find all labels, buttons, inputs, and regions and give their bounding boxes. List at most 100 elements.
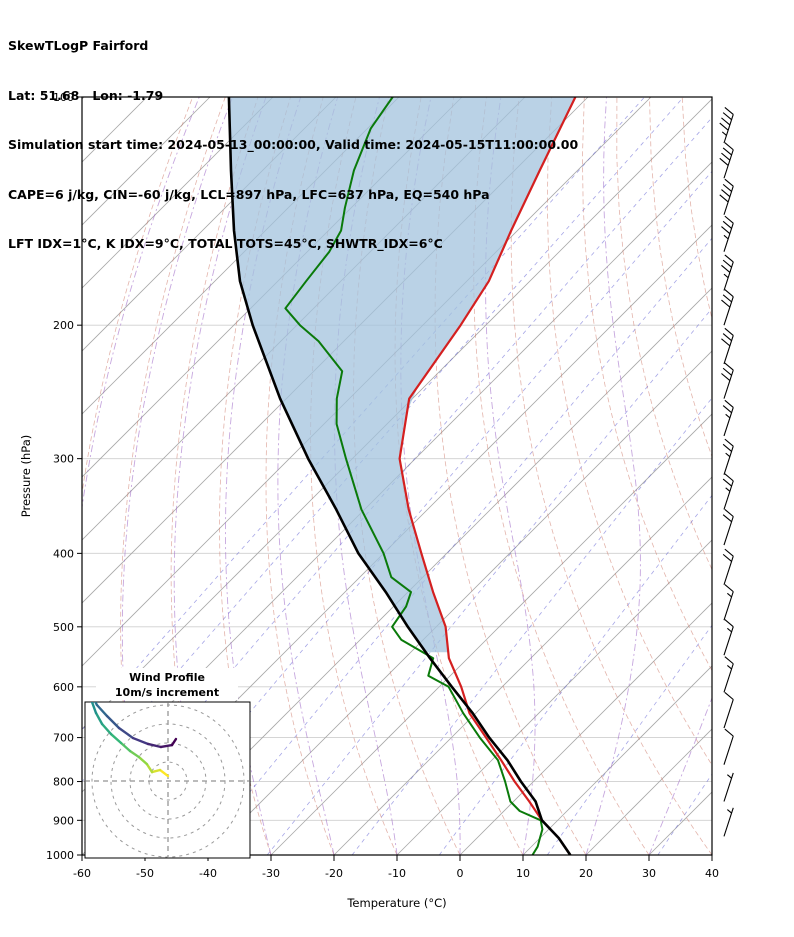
isotherm-line bbox=[711, 854, 712, 855]
dry-adiabat-line bbox=[120, 97, 226, 855]
hodograph-content bbox=[85, 702, 250, 858]
hodograph-trace-segment bbox=[119, 741, 132, 753]
isotherm-line bbox=[522, 665, 712, 855]
hodograph-ring bbox=[129, 742, 207, 820]
hodograph-trace-segment bbox=[159, 743, 174, 749]
moist-adiabat-line bbox=[121, 97, 233, 855]
wind-barb bbox=[722, 548, 734, 585]
wind-barb bbox=[723, 619, 734, 656]
plot-header: SkewTLogP Fairford Lat: 51.68 Lon: -1.79… bbox=[8, 5, 578, 286]
isotherm-line bbox=[396, 539, 712, 855]
wind-barb bbox=[723, 807, 734, 837]
hodograph-trace-segment bbox=[128, 749, 141, 759]
wind-barb bbox=[722, 438, 734, 475]
hodograph-trace-segment bbox=[131, 736, 150, 746]
wind-barb bbox=[721, 215, 734, 252]
wind-barb bbox=[721, 289, 734, 326]
parcel-curve bbox=[227, 97, 572, 855]
y-tick-label: 700 bbox=[53, 732, 74, 745]
plot-indices-lft: LFT IDX=1°C, K IDX=9°C, TOTAL TOTS=45°C,… bbox=[8, 236, 443, 251]
wind-barb bbox=[719, 178, 734, 215]
wind-barb bbox=[721, 327, 734, 365]
wind-barb bbox=[723, 692, 734, 729]
mixing-ratio-line bbox=[266, 307, 712, 855]
isotherm-line bbox=[144, 287, 712, 855]
hodograph-ring bbox=[110, 723, 226, 839]
y-tick-label: 600 bbox=[53, 681, 74, 694]
x-tick-label: -40 bbox=[199, 867, 217, 880]
dry-adiabat-line bbox=[649, 97, 712, 458]
wind-barb bbox=[723, 728, 734, 765]
hodograph-trace-segment bbox=[145, 762, 154, 774]
isotherm-line bbox=[82, 97, 211, 226]
mixing-ratio-line bbox=[197, 237, 712, 855]
wind-barb bbox=[719, 106, 734, 144]
mixing-ratio-line bbox=[546, 624, 712, 855]
mixing-ratio-line bbox=[438, 494, 712, 855]
y-tick-label: 800 bbox=[53, 776, 74, 789]
hodograph-trace-segment bbox=[109, 732, 123, 745]
cape-shading bbox=[228, 97, 576, 653]
x-tick-label: 40 bbox=[705, 867, 719, 880]
x-axis-title: Temperature (°C) bbox=[346, 896, 446, 910]
y-tick-label: 300 bbox=[53, 453, 74, 466]
isotherm-line bbox=[459, 602, 712, 855]
isotherm-line bbox=[333, 476, 712, 855]
hodograph-trace-segment bbox=[170, 737, 178, 747]
dry-adiabat-line bbox=[546, 97, 712, 766]
moist-adiabat-line bbox=[485, 97, 536, 855]
dry-adiabat-line bbox=[82, 97, 194, 855]
y-tick-label: 100 bbox=[53, 91, 74, 104]
hodograph-inset bbox=[84, 701, 251, 859]
hodograph-trace-segment bbox=[117, 726, 135, 740]
hodograph-ring bbox=[148, 761, 188, 801]
y-tick-label: 200 bbox=[53, 319, 74, 332]
isotherm-line bbox=[82, 97, 337, 352]
plot-title: SkewTLogP Fairford bbox=[8, 38, 149, 53]
wind-barb bbox=[721, 362, 734, 399]
wind-barb bbox=[722, 399, 734, 437]
hodograph-trace-segment bbox=[105, 714, 121, 730]
hodograph-trace-segment bbox=[100, 722, 113, 736]
isotherm-line bbox=[648, 791, 712, 855]
hodograph-trace-segment bbox=[94, 711, 104, 726]
y-axis-title: Pressure (hPa) bbox=[19, 435, 33, 518]
moist-adiabat-line bbox=[173, 97, 267, 855]
mixing-ratio-line bbox=[351, 397, 712, 855]
hodograph-trace-segment bbox=[93, 702, 99, 707]
dry-adiabat-line bbox=[581, 97, 712, 672]
dry-adiabat-line bbox=[265, 97, 335, 855]
x-tick-label: -20 bbox=[325, 867, 343, 880]
x-tick-label: 30 bbox=[642, 867, 656, 880]
x-tick-label: 20 bbox=[579, 867, 593, 880]
wind-barb-column bbox=[719, 106, 734, 837]
y-tick-label: 500 bbox=[53, 621, 74, 634]
wind-barb bbox=[723, 772, 734, 802]
hodograph-trace-segment bbox=[90, 702, 98, 715]
wind-barb bbox=[723, 584, 734, 621]
isotherm-line bbox=[207, 350, 712, 855]
x-tick-label: 0 bbox=[457, 867, 464, 880]
x-tick-label: -60 bbox=[73, 867, 91, 880]
plot-location: Lat: 51.68 Lon: -1.79 bbox=[8, 87, 164, 103]
moist-adiabat-line bbox=[225, 97, 302, 855]
y-tick-label: 1000 bbox=[46, 849, 74, 862]
hodograph-trace-segment bbox=[150, 768, 162, 774]
hodograph-subtitle: 10m/s increment bbox=[115, 686, 219, 699]
temperature-curve bbox=[398, 97, 577, 855]
dry-adiabat-line bbox=[473, 97, 650, 855]
hodograph-trace-segment bbox=[137, 755, 149, 766]
isotherm-line bbox=[82, 97, 652, 667]
dry-adiabat-line bbox=[219, 97, 291, 855]
dry-adiabat-line bbox=[747, 97, 794, 855]
x-tick-label: -30 bbox=[262, 867, 280, 880]
wind-barb bbox=[719, 142, 734, 179]
mixing-ratio-line bbox=[657, 773, 712, 855]
hodograph-trace-segment bbox=[158, 768, 170, 778]
x-tick-label: 10 bbox=[516, 867, 530, 880]
isotherm-line bbox=[585, 728, 712, 855]
x-tick-label: -10 bbox=[388, 867, 406, 880]
mixing-ratio-line bbox=[129, 170, 712, 855]
profile-curves bbox=[227, 97, 577, 855]
